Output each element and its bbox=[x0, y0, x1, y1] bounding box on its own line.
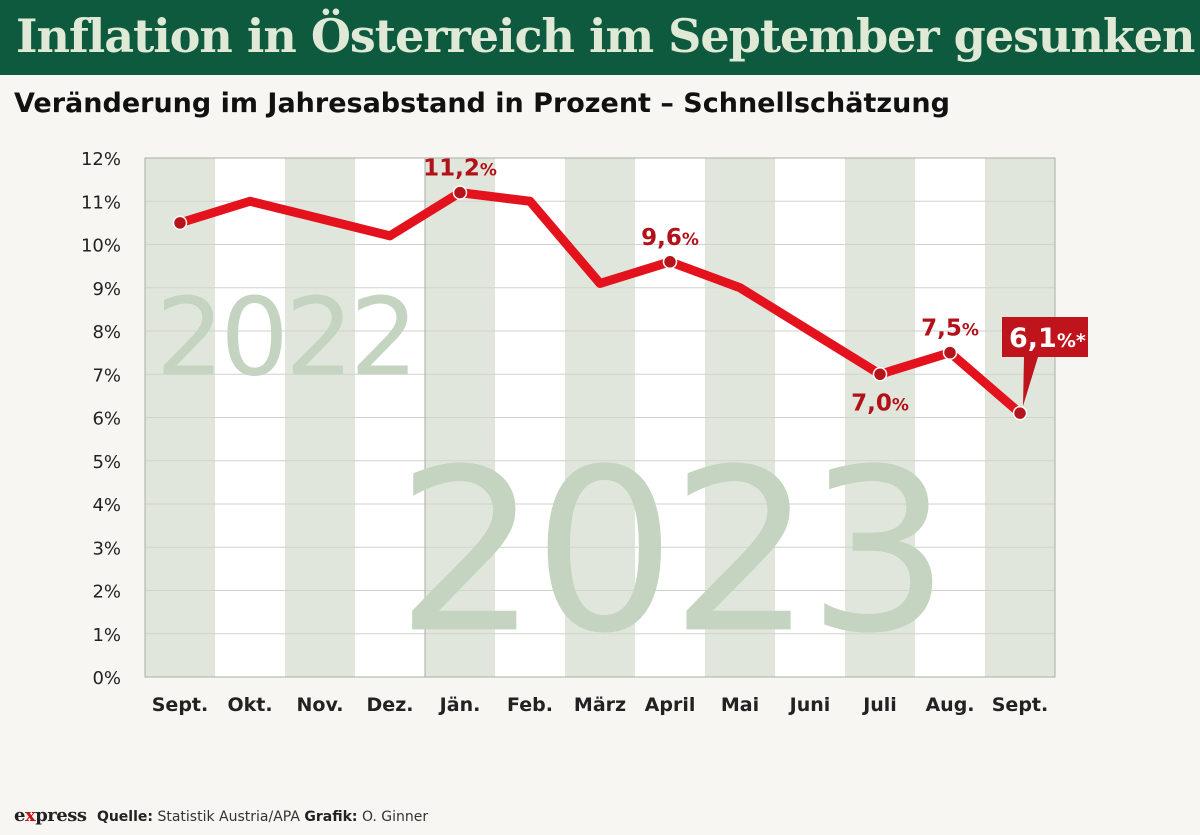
x-tick-label: Sept. bbox=[992, 694, 1048, 716]
x-tick-label: Dez. bbox=[367, 694, 414, 716]
y-tick-label: 7% bbox=[92, 365, 121, 386]
callout-box bbox=[1002, 317, 1088, 357]
x-tick-label: April bbox=[645, 694, 696, 716]
x-tick-label: Juni bbox=[788, 694, 831, 716]
x-tick-label: Sept. bbox=[152, 694, 208, 716]
data-point bbox=[872, 367, 888, 382]
x-tick-label: März bbox=[574, 694, 626, 716]
y-tick-label: 5% bbox=[92, 452, 121, 473]
y-tick-label: 2% bbox=[92, 582, 121, 603]
plot-frame bbox=[144, 157, 1056, 678]
data-label: 7,0% bbox=[851, 390, 909, 416]
y-tick-label: 8% bbox=[92, 322, 121, 343]
y-tick-label: 3% bbox=[92, 538, 121, 559]
data-label: 9,6% bbox=[641, 225, 699, 251]
y-tick-label: 9% bbox=[92, 279, 121, 300]
footer-credits: express Quelle: Statistik Austria/APA Gr… bbox=[14, 803, 428, 830]
x-tick-label: Okt. bbox=[227, 694, 272, 716]
data-label-latest: 6,1%* bbox=[1009, 323, 1086, 354]
chart-title: Inflation in Österreich im September ges… bbox=[16, 9, 1195, 63]
year-label-2023: 2023 bbox=[396, 421, 945, 683]
graphic-label: Grafik: bbox=[304, 809, 358, 825]
data-point bbox=[452, 185, 468, 200]
x-tick-label: Juli bbox=[861, 694, 897, 716]
chart-subtitle: Veränderung im Jahresabstand in Prozent … bbox=[14, 88, 950, 119]
y-tick-label: 10% bbox=[81, 236, 121, 257]
y-tick-label: 1% bbox=[92, 625, 121, 646]
y-tick-label: 11% bbox=[81, 192, 121, 213]
callout-pointer bbox=[1023, 357, 1038, 407]
graphic-value: O. Ginner bbox=[361, 809, 429, 825]
express-logo: express bbox=[14, 805, 87, 826]
data-point bbox=[1012, 405, 1028, 421]
data-label: 7,5% bbox=[921, 316, 979, 342]
y-tick-label: 6% bbox=[92, 409, 121, 430]
x-tick-label: Jän. bbox=[438, 694, 481, 716]
x-tick-label: Aug. bbox=[925, 694, 974, 716]
y-tick-label: 12% bbox=[81, 149, 121, 170]
data-point bbox=[942, 345, 958, 360]
data-point bbox=[662, 254, 678, 270]
data-point bbox=[172, 215, 188, 231]
y-tick-label: 4% bbox=[92, 495, 121, 516]
x-tick-label: Feb. bbox=[507, 694, 553, 716]
title-bar bbox=[0, 0, 1200, 75]
year-label-2022: 2022 bbox=[156, 275, 415, 400]
x-tick-label: Nov. bbox=[296, 694, 343, 716]
source-value: Statistik Austria/APA bbox=[157, 809, 300, 825]
data-label: 11,2% bbox=[423, 156, 497, 182]
source-label: Quelle: bbox=[96, 809, 153, 825]
x-tick-label: Mai bbox=[721, 694, 759, 716]
y-tick-label: 0% bbox=[92, 668, 121, 689]
